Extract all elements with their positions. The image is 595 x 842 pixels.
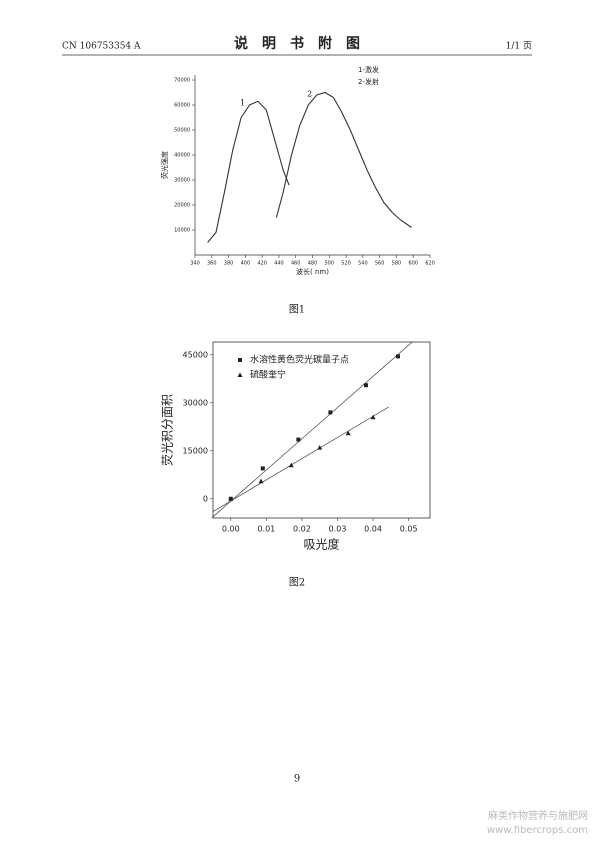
y-tick-label: 40000: [174, 153, 190, 159]
x-tick-label: 460: [291, 261, 301, 267]
point: [296, 437, 301, 442]
curve-label: 2: [307, 90, 312, 99]
fit-line: [212, 406, 389, 512]
y-tick-label: 50000: [174, 128, 190, 134]
point: [228, 496, 234, 501]
point: [260, 466, 265, 471]
point: [370, 414, 376, 420]
x-tick-label: 0.02: [293, 525, 311, 534]
point: [363, 383, 368, 388]
x-tick-label: 380: [224, 261, 234, 267]
x-tick-label: 620: [425, 261, 435, 267]
y-tick-label: 20000: [174, 203, 190, 209]
curve-label: 1: [240, 98, 245, 107]
point: [258, 478, 264, 484]
x-tick-label: 580: [392, 261, 402, 267]
x-tick-label: 0.05: [400, 525, 418, 534]
legend-marker: [238, 358, 242, 362]
y-tick-label: 45000: [183, 350, 208, 359]
point: [317, 445, 323, 450]
y-tick-label: 10000: [174, 228, 190, 234]
y-tick-label: 30000: [174, 178, 190, 184]
x-tick-label: 540: [358, 261, 368, 267]
legend-entry: 2-发射: [358, 77, 379, 86]
legend-entry: 硫酸奎宁: [250, 369, 286, 381]
watermark: 麻类作物营养与施肥网: [488, 809, 588, 822]
x-tick-label: 440: [274, 261, 284, 267]
patent-number: CN 106753354 A: [62, 42, 141, 52]
x-tick-label: 400: [241, 261, 251, 267]
legend-entry: 1-激发: [358, 65, 379, 74]
y-axis-label: 荧光积分面积: [161, 394, 175, 466]
point: [395, 354, 400, 359]
point: [288, 462, 294, 468]
line-series: [207, 100, 290, 243]
caption: 图2: [289, 577, 305, 589]
x-tick-label: 500: [325, 261, 335, 267]
y-axis-label: 荧光强度: [160, 151, 169, 179]
header-title: 说 明 书 附 图: [234, 35, 360, 52]
x-tick-label: 520: [341, 261, 351, 267]
x-tick-label: 340: [190, 261, 200, 267]
x-tick-label: 0.03: [329, 525, 347, 534]
x-tick-label: 480: [308, 261, 318, 267]
y-tick-label: 30000: [183, 398, 208, 407]
line-series: [275, 91, 412, 228]
x-tick-label: 420: [257, 261, 267, 267]
x-tick-label: 560: [375, 261, 385, 267]
y-tick-label: 60000: [174, 103, 190, 109]
x-tick-label: 0.00: [222, 525, 240, 534]
page-number: 9: [294, 774, 300, 785]
y-tick-label: 70000: [174, 78, 190, 84]
x-tick-label: 0.01: [257, 525, 275, 534]
point: [345, 430, 351, 436]
point: [328, 410, 333, 415]
legend-entry: 水溶性黄色荧光碳量子点: [250, 354, 349, 366]
x-tick-label: 600: [408, 261, 418, 267]
page-count: 1/1 页: [506, 41, 532, 52]
x-tick-label: 0.04: [364, 525, 382, 534]
y-tick-label: 15000: [183, 446, 208, 455]
fit-line: [211, 341, 413, 518]
x-tick-label: 360: [207, 261, 217, 267]
x-axis-label: 波长( nm): [296, 267, 329, 276]
legend-marker: [237, 372, 243, 377]
x-axis-label: 吸光度: [303, 537, 339, 552]
caption: 图1: [289, 304, 305, 316]
plot-frame: [212, 341, 431, 519]
y-tick-label: 0: [203, 494, 208, 503]
watermark-url: www.fibercrops.com: [487, 825, 588, 836]
